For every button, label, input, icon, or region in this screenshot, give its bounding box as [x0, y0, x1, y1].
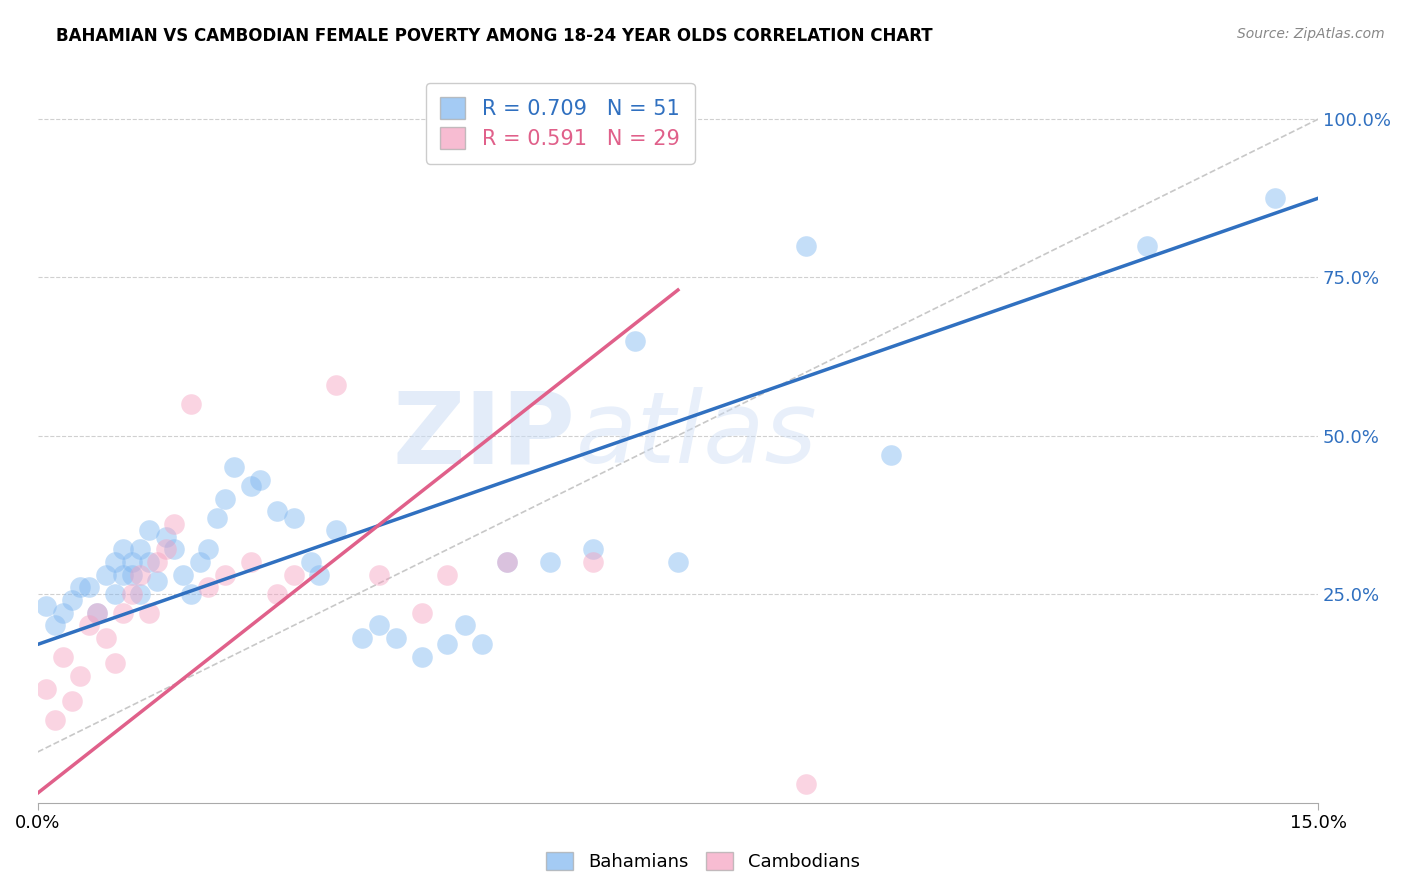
Point [266, 504, 288, 518]
Point [436, 637, 458, 651]
Point [44, 618, 66, 632]
Point [240, 479, 263, 493]
Point [146, 574, 169, 588]
Point [60, 694, 83, 708]
Point [411, 606, 433, 620]
Point [266, 587, 288, 601]
Point [163, 542, 186, 557]
Point [188, 555, 211, 569]
Point [471, 637, 494, 651]
Point [121, 587, 143, 601]
Point [103, 657, 125, 671]
Point [299, 555, 322, 569]
Point [352, 631, 374, 645]
Point [69, 669, 91, 683]
Point [60, 593, 83, 607]
Point [411, 650, 433, 665]
Point [453, 618, 475, 632]
Point [308, 567, 330, 582]
Point [163, 517, 186, 532]
Point [1136, 238, 1159, 252]
Text: Source: ZipAtlas.com: Source: ZipAtlas.com [1237, 27, 1385, 41]
Point [138, 524, 160, 538]
Point [155, 542, 177, 557]
Point [35, 599, 58, 614]
Legend: R = 0.709   N = 51, R = 0.591   N = 29: R = 0.709 N = 51, R = 0.591 N = 29 [426, 83, 695, 163]
Point [44, 714, 66, 728]
Point [197, 581, 219, 595]
Point [249, 473, 271, 487]
Point [155, 530, 177, 544]
Point [325, 378, 347, 392]
Point [129, 587, 152, 601]
Point [214, 491, 236, 506]
Point [880, 448, 903, 462]
Point [1264, 191, 1286, 205]
Point [121, 555, 143, 569]
Point [86, 606, 108, 620]
Point [112, 567, 135, 582]
Point [146, 555, 169, 569]
Point [205, 511, 228, 525]
Point [222, 460, 245, 475]
Point [496, 555, 519, 569]
Point [121, 567, 143, 582]
Point [129, 542, 152, 557]
Point [214, 567, 236, 582]
Point [138, 555, 160, 569]
Point [368, 618, 391, 632]
Point [581, 555, 603, 569]
Point [180, 587, 202, 601]
Point [436, 567, 458, 582]
Point [283, 567, 305, 582]
Point [197, 542, 219, 557]
Point [112, 542, 135, 557]
Point [624, 334, 647, 348]
Point [325, 524, 347, 538]
Point [35, 681, 58, 696]
Point [112, 606, 135, 620]
Point [172, 567, 194, 582]
Point [496, 555, 519, 569]
Point [94, 567, 117, 582]
Point [103, 587, 125, 601]
Point [86, 606, 108, 620]
Point [52, 650, 75, 665]
Point [240, 555, 263, 569]
Text: BAHAMIAN VS CAMBODIAN FEMALE POVERTY AMONG 18-24 YEAR OLDS CORRELATION CHART: BAHAMIAN VS CAMBODIAN FEMALE POVERTY AMO… [56, 27, 932, 45]
Point [666, 555, 689, 569]
Text: ZIP: ZIP [392, 387, 575, 484]
Point [368, 567, 391, 582]
Text: atlas: atlas [575, 387, 817, 484]
Point [138, 606, 160, 620]
Legend: Bahamians, Cambodians: Bahamians, Cambodians [538, 845, 868, 879]
Point [77, 581, 100, 595]
Point [385, 631, 408, 645]
Point [794, 238, 817, 252]
Point [94, 631, 117, 645]
Point [283, 511, 305, 525]
Point [538, 555, 561, 569]
Point [129, 567, 152, 582]
Point [52, 606, 75, 620]
Point [69, 581, 91, 595]
Point [77, 618, 100, 632]
Point [180, 397, 202, 411]
Point [103, 555, 125, 569]
Point [581, 542, 603, 557]
Point [794, 776, 817, 790]
